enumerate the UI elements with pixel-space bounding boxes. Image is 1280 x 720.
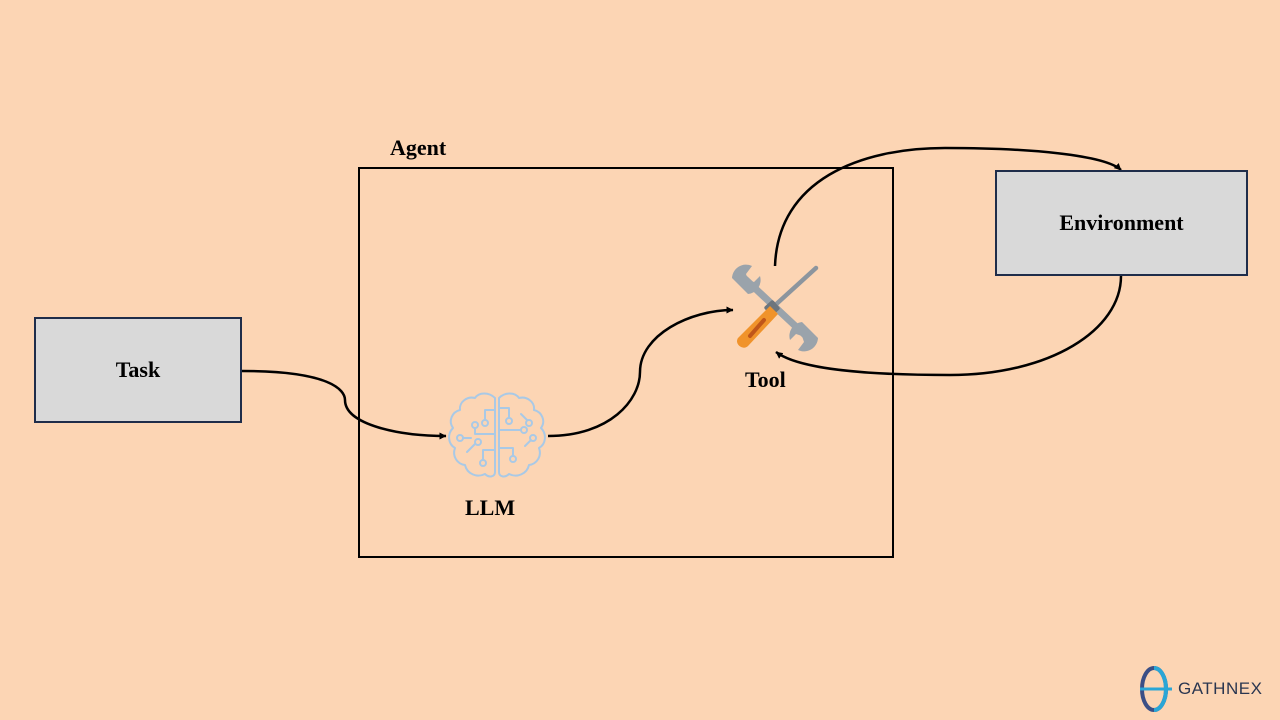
- logo-wordmark: GATHNEX: [1178, 679, 1263, 698]
- task-box: Task: [34, 317, 242, 423]
- environment-label: Environment: [1059, 210, 1184, 235]
- screwdriver-icon: [737, 265, 819, 348]
- screwdriver-wrench-icon: [732, 264, 819, 352]
- agent-label: Agent: [390, 135, 447, 160]
- environment-box: Environment: [995, 170, 1248, 276]
- llm-label: LLM: [465, 495, 516, 520]
- gathnex-logo: GATHNEX: [1138, 664, 1262, 714]
- tool-label: Tool: [745, 367, 786, 392]
- task-label: Task: [115, 357, 161, 382]
- theta-logo-icon: [1140, 666, 1172, 712]
- brain-circuit-icon: [448, 392, 546, 478]
- agent-boundary: [358, 167, 894, 558]
- environment-to-tool-arrow: [775, 275, 1123, 377]
- llm-to-tool-arrow: [547, 306, 734, 438]
- task-to-llm-arrow: [241, 369, 447, 440]
- tool-to-environment-arrow: [773, 146, 1122, 267]
